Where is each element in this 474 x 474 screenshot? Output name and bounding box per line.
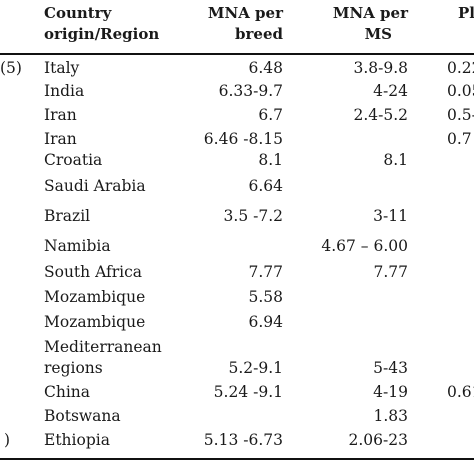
ms-cell: 4-19 (373, 383, 408, 401)
ms-cell: 1.83 (373, 407, 408, 425)
country-cell: China (44, 383, 91, 401)
country-cell: India (44, 82, 85, 100)
breed-cell: 5.13 -6.73 (203, 431, 283, 449)
p-cell: 0.05 (447, 82, 474, 100)
ms-cell: 8.1 (383, 151, 408, 169)
header-p-partial: Pl (458, 4, 474, 22)
country-cell: Italy (44, 59, 80, 77)
header-country-line2: origin/Region (44, 25, 160, 43)
country-cell: Ethiopia (44, 431, 110, 449)
country-cell: Iran (44, 130, 77, 148)
ms-cell: 4.67 – 6.00 (321, 237, 408, 255)
breed-cell: 6.33-9.7 (218, 82, 283, 100)
header-ms-line1: MNA per (332, 4, 408, 22)
ms-cell: 3.8-9.8 (353, 59, 408, 77)
country-cell-line2: regions (44, 359, 103, 377)
row-prefix: ) (4, 431, 11, 449)
header-country-line1: Country (44, 4, 112, 22)
ms-cell: 3-11 (373, 207, 408, 225)
p-cell: 0.61 (447, 383, 474, 401)
breed-cell: 7.77 (248, 263, 283, 281)
p-cell: 0.7 (447, 130, 472, 148)
ms-cell: 4-24 (373, 82, 408, 100)
country-cell: Mozambique (44, 288, 146, 306)
breed-cell: 6.48 (248, 59, 283, 77)
ms-cell: 7.77 (373, 263, 408, 281)
ms-cell: 2.06-23 (348, 431, 408, 449)
country-cell: Mozambique (44, 313, 146, 331)
table-bottom-rule (0, 458, 474, 460)
breed-cell: 3.5 -7.2 (223, 207, 283, 225)
header-breed-line2: breed (235, 25, 283, 43)
country-cell: Saudi Arabia (44, 177, 146, 195)
breed-cell: 6.94 (248, 313, 283, 331)
row-prefix: (5) (0, 59, 22, 77)
header-breed-line1: MNA per (207, 4, 283, 22)
breed-cell: 6.46 -8.15 (203, 130, 283, 148)
breed-cell: 5.58 (248, 288, 283, 306)
country-cell: Croatia (44, 151, 103, 169)
header-ms-line2: MS (364, 25, 392, 43)
breed-cell: 6.7 (258, 106, 283, 124)
country-cell: Brazil (44, 207, 91, 225)
country-cell: Mediterranean (44, 338, 162, 356)
breed-cell: 5.2-9.1 (228, 359, 283, 377)
country-cell: Iran (44, 106, 77, 124)
country-cell: South Africa (44, 263, 143, 281)
p-cell: 0.22 (447, 59, 474, 77)
ms-cell: 5-43 (373, 359, 408, 377)
header-bottom-rule (0, 53, 474, 55)
country-cell: Namibia (44, 237, 111, 255)
breed-cell: 6.64 (248, 177, 283, 195)
breed-cell: 5.24 -9.1 (213, 383, 283, 401)
country-cell: Botswana (44, 407, 121, 425)
breed-cell: 8.1 (258, 151, 283, 169)
ms-cell: 2.4-5.2 (353, 106, 408, 124)
p-cell: 0.5- (447, 106, 474, 124)
